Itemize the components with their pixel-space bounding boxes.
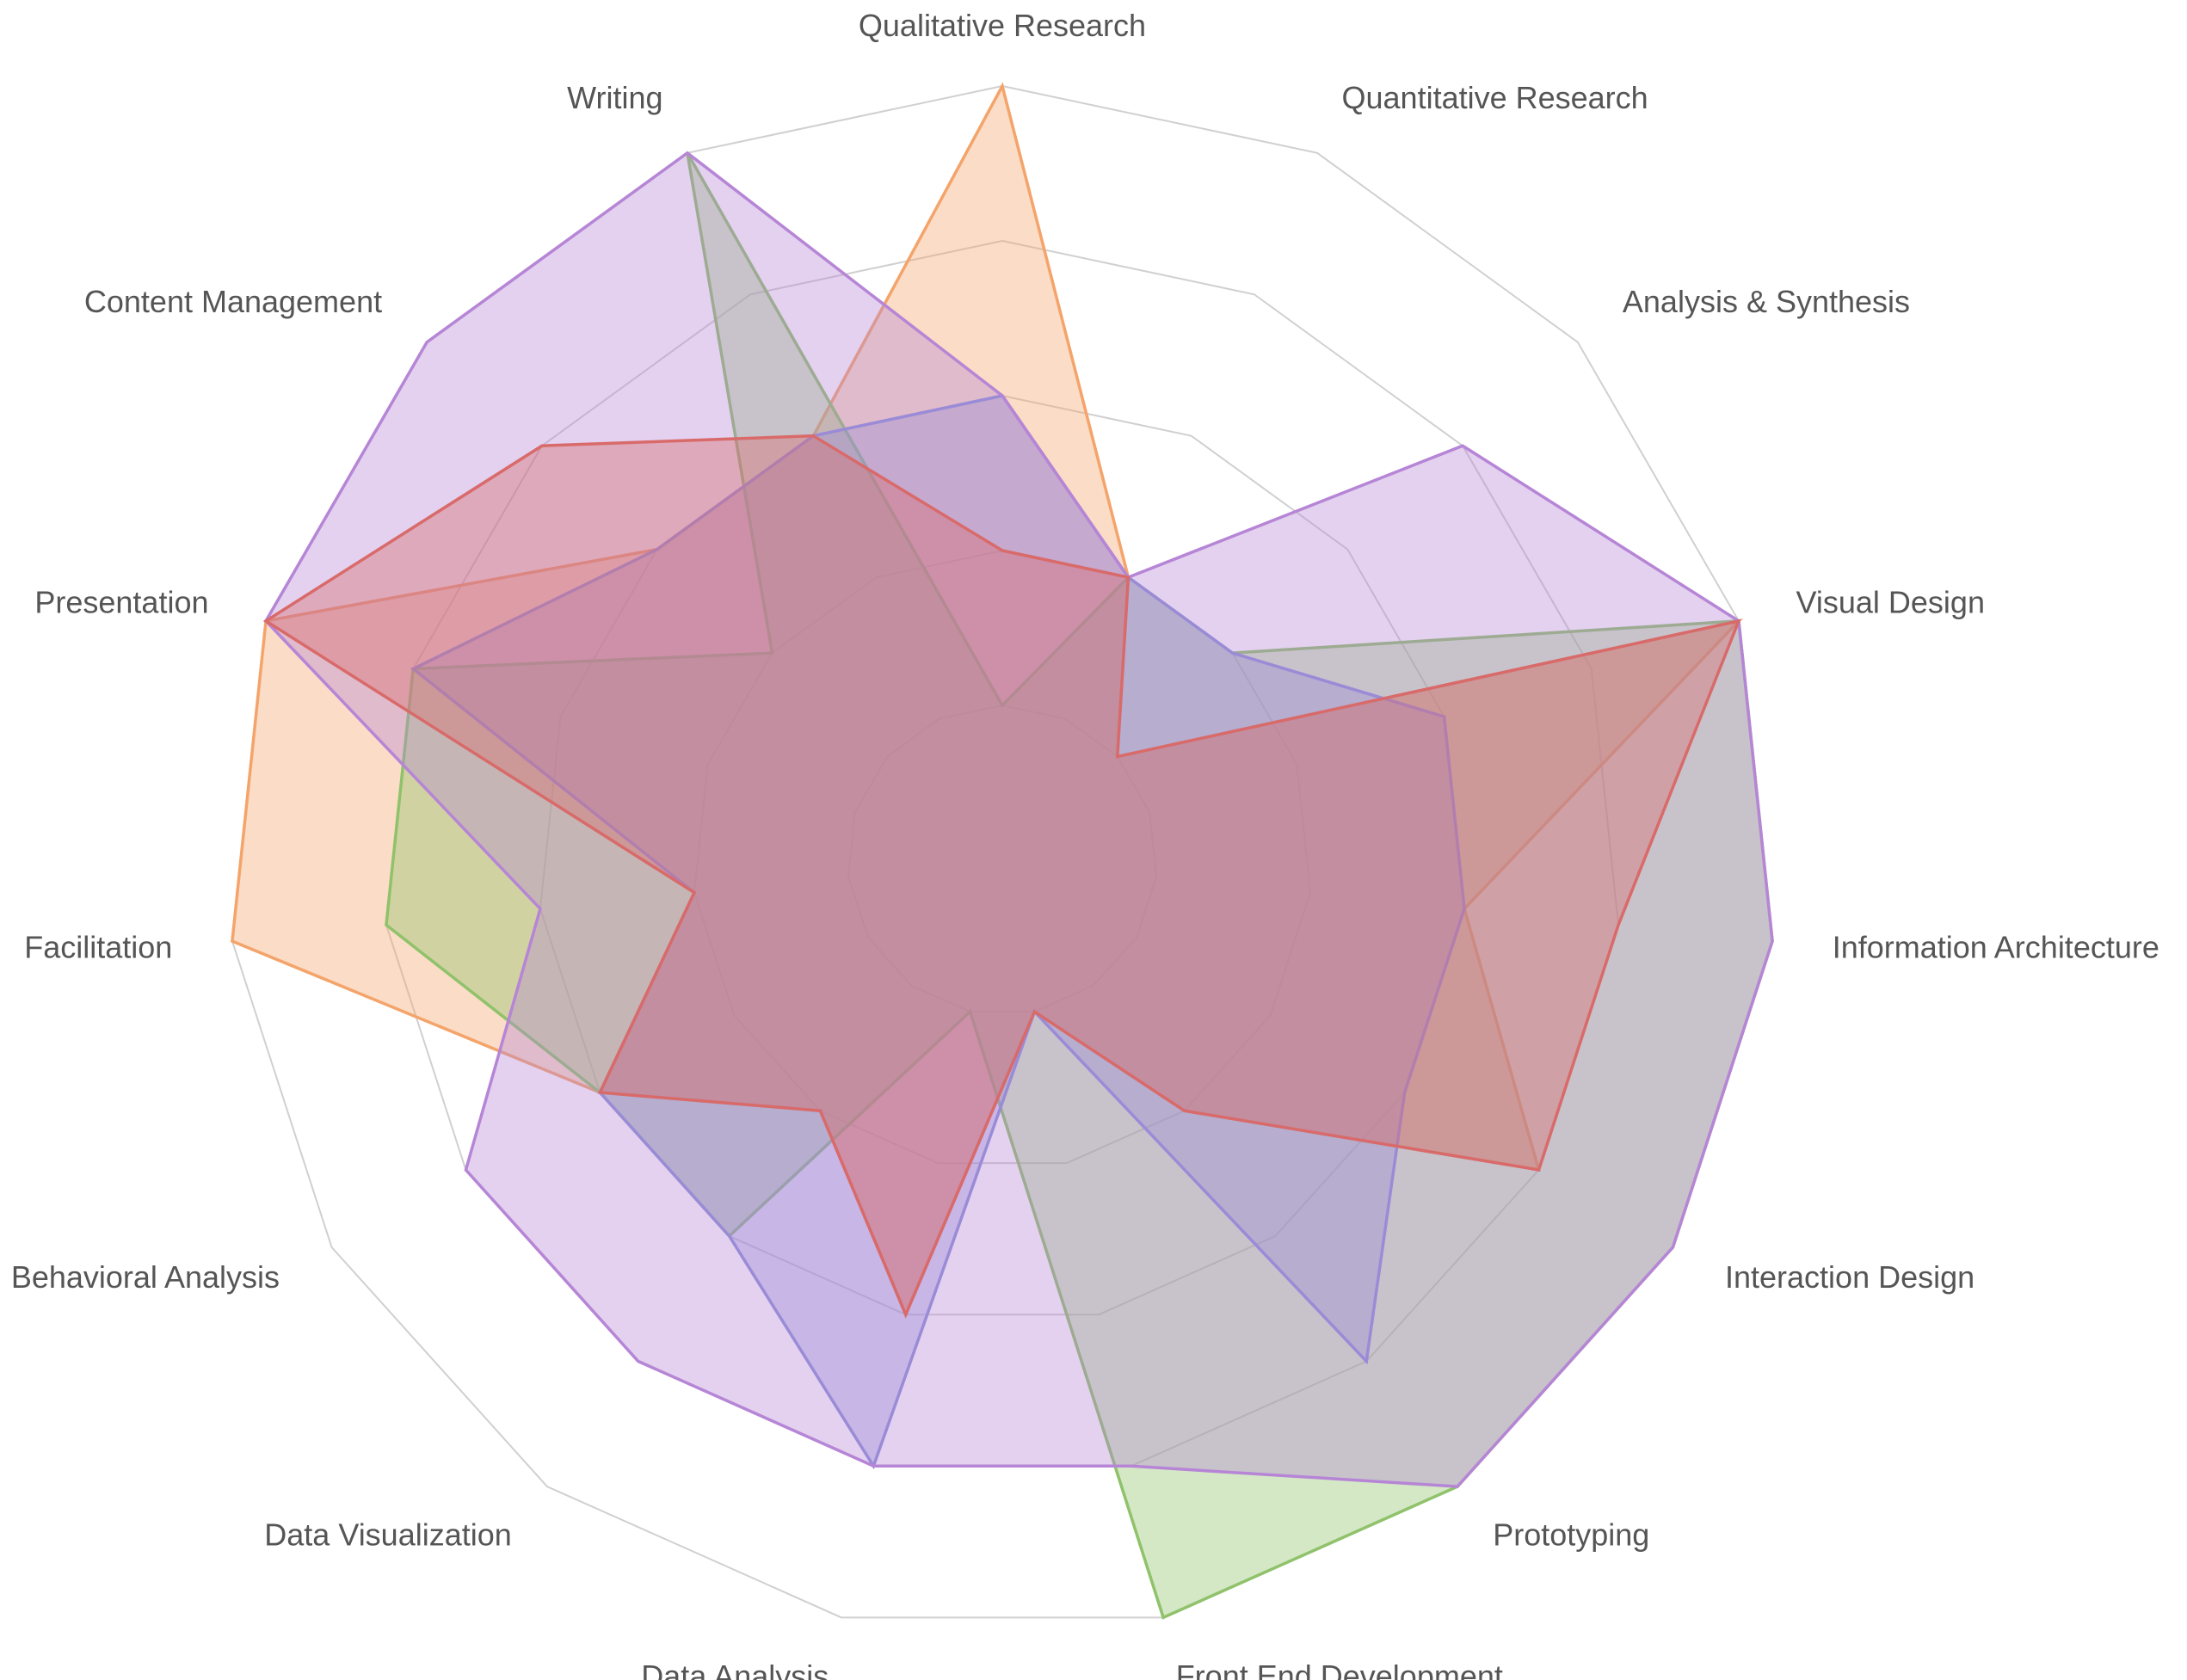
series-area-3 xyxy=(410,394,1466,1470)
axis-label-behavioral-analysis: Behavioral Analysis xyxy=(11,1259,280,1295)
grid-ring-1 xyxy=(847,704,1158,1013)
axis-label-analysis-synthesis: Analysis & Synthesis xyxy=(1623,284,1910,319)
axis-label-content-management: Content Management xyxy=(84,284,382,319)
axis-label-qualitative-research: Qualitative Research xyxy=(859,8,1146,43)
axis-label-prototyping: Prototyping xyxy=(1493,1517,1649,1553)
grid-ring-2 xyxy=(693,549,1312,1165)
axis-label-data-visualization: Data Visualization xyxy=(264,1517,512,1553)
axis-label-front-end-development: Front End Development xyxy=(1176,1658,1503,1680)
axis-label-presentation: Presentation xyxy=(34,584,208,619)
axis-label-quantitative-research: Quantitative Research xyxy=(1342,80,1648,115)
axis-label-facilitation: Facilitation xyxy=(24,929,172,964)
series-layer xyxy=(231,82,1774,1620)
series-area-2 xyxy=(385,151,1774,1620)
grid-ring-3 xyxy=(539,394,1466,1316)
axis-label-data-analysis: Data Analysis xyxy=(641,1658,829,1680)
series-area-4 xyxy=(263,151,1774,1488)
axis-label-writing: Writing xyxy=(567,80,662,115)
axis-label-visual-design: Visual Design xyxy=(1796,584,1985,619)
axis-label-information-architecture: Information Architecture xyxy=(1833,929,2159,964)
axis-labels: Qualitative Research Quantitative Researc… xyxy=(11,8,2159,1680)
axis-label-interaction-design: Interaction Design xyxy=(1725,1259,1974,1295)
series-area-5 xyxy=(262,434,1741,1319)
